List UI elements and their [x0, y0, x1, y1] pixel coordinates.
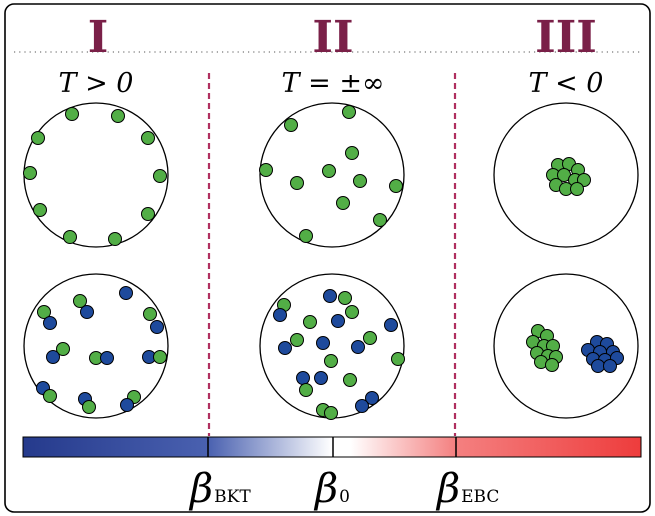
- particle-green: [299, 229, 313, 243]
- particle-green: [373, 213, 387, 227]
- particle-green: [343, 373, 357, 387]
- disk-ii-top: [259, 102, 405, 248]
- particle-green: [153, 169, 167, 183]
- beta-ebc-subscript: EBC: [461, 487, 499, 507]
- beta-bkt-symbol: β: [188, 466, 213, 512]
- region-numeral-i: I: [88, 12, 109, 63]
- temperature-label-i: T > 0: [59, 68, 134, 99]
- particle-green: [33, 203, 47, 217]
- particle-blue: [316, 336, 330, 350]
- beta-bkt-subscript: BKT: [214, 487, 251, 507]
- particle-green: [284, 118, 298, 132]
- particle-green: [73, 294, 87, 308]
- particle-green: [345, 305, 359, 319]
- particle-blue: [119, 286, 133, 300]
- particle-green: [324, 406, 338, 420]
- particles-ii-top: [259, 105, 403, 243]
- particle-green: [63, 230, 77, 244]
- particle-green: [345, 146, 359, 160]
- particles-i-bottom: [36, 286, 167, 414]
- particle-green: [545, 358, 559, 372]
- particle-green: [299, 383, 313, 397]
- particle-blue: [384, 318, 398, 332]
- particle-green: [303, 315, 317, 329]
- particle-green: [290, 176, 304, 190]
- particles-iii-top: [546, 157, 591, 196]
- particles-iii-bottom-green-cluster: [526, 324, 563, 372]
- particle-green: [43, 389, 57, 403]
- particle-green: [391, 352, 405, 366]
- beta-bkt-label: βBKT: [188, 466, 251, 512]
- particle-green: [108, 232, 122, 246]
- particle-green: [353, 174, 367, 188]
- particle-green: [31, 131, 45, 145]
- beta-ebc-label: βEBC: [435, 466, 499, 512]
- particle-green: [143, 307, 157, 321]
- region-numeral-iii: III: [535, 12, 597, 63]
- particle-green: [65, 107, 79, 121]
- particle-blue: [296, 371, 310, 385]
- particle-green: [111, 109, 125, 123]
- region-numeral-ii: II: [312, 12, 353, 63]
- particle-blue: [80, 305, 94, 319]
- particle-green: [336, 196, 350, 210]
- particle-blue: [331, 314, 345, 328]
- particle-blue: [46, 350, 60, 364]
- particle-green: [324, 354, 338, 368]
- particles-i-top: [23, 107, 167, 246]
- beta-ebc-symbol: β: [435, 466, 460, 512]
- particle-green: [23, 166, 37, 180]
- particle-green: [56, 342, 70, 356]
- particle-green: [342, 105, 356, 119]
- temperature-colorbar: [22, 436, 642, 458]
- particles-ii-bottom: [273, 289, 405, 420]
- particle-blue: [355, 399, 369, 413]
- particle-green: [389, 179, 403, 193]
- particle-green: [363, 331, 377, 345]
- particle-green: [37, 305, 51, 319]
- temperature-label-ii: T = ±∞: [282, 68, 385, 99]
- disk-i-bottom: [23, 273, 169, 419]
- particle-blue: [43, 316, 57, 330]
- particle-blue: [323, 289, 337, 303]
- particle-blue: [351, 340, 365, 354]
- particle-green: [290, 333, 304, 347]
- particle-green: [322, 164, 336, 178]
- disk-iii-bottom: [493, 273, 639, 419]
- particle-green: [570, 182, 584, 196]
- particle-green: [141, 207, 155, 221]
- outer-frame: [4, 3, 651, 513]
- particle-green: [259, 163, 273, 177]
- particle-blue: [150, 320, 164, 334]
- beta-zero-label: β0: [313, 466, 350, 512]
- particle-blue: [314, 371, 328, 385]
- particle-green: [338, 291, 352, 305]
- particle-blue: [120, 398, 134, 412]
- particle-blue: [591, 359, 605, 373]
- particle-blue: [100, 351, 114, 365]
- temperature-label-iii: T < 0: [529, 68, 604, 99]
- beta-zero-subscript: 0: [339, 487, 350, 507]
- beta-zero-symbol: β: [313, 466, 338, 512]
- particle-blue: [365, 391, 379, 405]
- particle-blue: [273, 308, 287, 322]
- disk-iii-top: [493, 102, 639, 248]
- particle-green: [141, 131, 155, 145]
- particle-blue: [278, 341, 292, 355]
- particle-blue: [603, 359, 617, 373]
- particles-iii-bottom-blue-cluster: [581, 335, 624, 373]
- particle-green: [82, 400, 96, 414]
- particle-green: [153, 350, 167, 364]
